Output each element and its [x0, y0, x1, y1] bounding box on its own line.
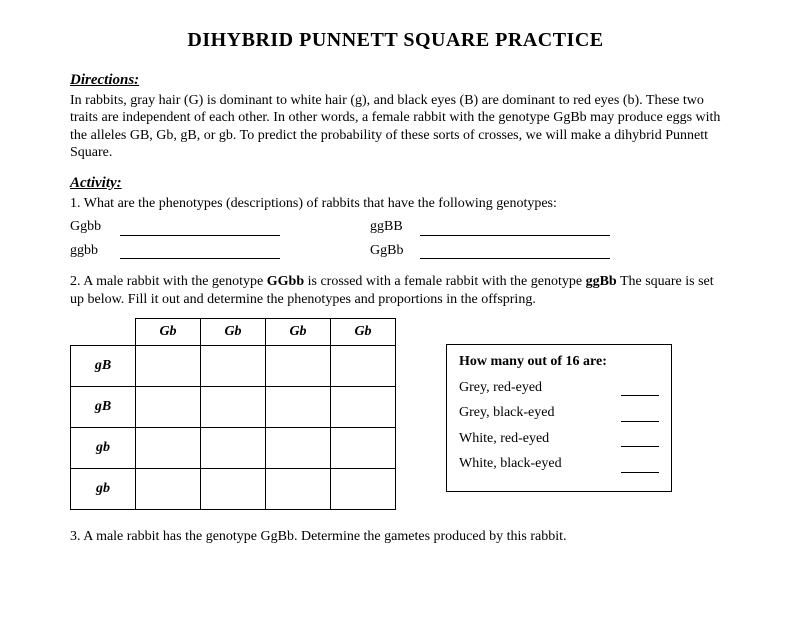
punnett-col-3: Gb	[266, 319, 331, 346]
result-blank[interactable]	[621, 409, 659, 422]
result-row: Grey, red-eyed	[459, 379, 659, 397]
punnett-row-4: gb	[71, 469, 136, 510]
punnett-cell[interactable]	[136, 346, 201, 387]
punnett-cell[interactable]	[266, 428, 331, 469]
q1-label-ggbb-4: GgBb	[370, 242, 410, 260]
punnett-cell[interactable]	[331, 346, 396, 387]
punnett-cell[interactable]	[331, 469, 396, 510]
punnett-col-1: Gb	[136, 319, 201, 346]
activity-heading: Activity:	[70, 174, 721, 193]
q1-prompt: 1. What are the phenotypes (descriptions…	[70, 195, 721, 213]
q1-label-ggbb-2: ggBB	[370, 218, 410, 236]
punnett-cell[interactable]	[266, 387, 331, 428]
punnett-cell[interactable]	[331, 387, 396, 428]
punnett-cell[interactable]	[201, 387, 266, 428]
q1-label-ggbb-3: ggbb	[70, 242, 110, 260]
punnett-cell[interactable]	[201, 346, 266, 387]
result-label: Grey, black-eyed	[459, 404, 554, 422]
result-row: White, red-eyed	[459, 430, 659, 448]
punnett-cell[interactable]	[331, 428, 396, 469]
punnett-row-2: gB	[71, 387, 136, 428]
punnett-corner	[71, 319, 136, 346]
q1-label-ggbb-1: Ggbb	[70, 218, 110, 236]
q2-geno1: GGbb	[267, 274, 304, 289]
directions-text: In rabbits, gray hair (G) is dominant to…	[70, 92, 721, 162]
punnett-cell[interactable]	[136, 428, 201, 469]
punnett-col-4: Gb	[331, 319, 396, 346]
q3-cutoff: 3. A male rabbit has the genotype GgBb. …	[70, 528, 721, 546]
punnett-cell[interactable]	[266, 346, 331, 387]
punnett-col-2: Gb	[201, 319, 266, 346]
result-blank[interactable]	[621, 460, 659, 473]
punnett-row-1: gB	[71, 346, 136, 387]
punnett-cell[interactable]	[266, 469, 331, 510]
punnett-cell[interactable]	[201, 428, 266, 469]
q1-blank-3[interactable]	[120, 246, 280, 259]
result-row: Grey, black-eyed	[459, 404, 659, 422]
q1-blank-1[interactable]	[120, 223, 280, 236]
result-blank[interactable]	[621, 434, 659, 447]
punnett-row-3: gb	[71, 428, 136, 469]
q1-row-1: Ggbb ggBB	[70, 218, 721, 236]
result-row: White, black-eyed	[459, 455, 659, 473]
q2-prompt: 2. A male rabbit with the genotype GGbb …	[70, 273, 721, 308]
result-label: Grey, red-eyed	[459, 379, 542, 397]
punnett-cell[interactable]	[136, 469, 201, 510]
punnett-cell[interactable]	[136, 387, 201, 428]
q1-blank-4[interactable]	[420, 246, 610, 259]
q1-blank-2[interactable]	[420, 223, 610, 236]
q1-row-2: ggbb GgBb	[70, 242, 721, 260]
result-label: White, red-eyed	[459, 430, 549, 448]
result-blank[interactable]	[621, 383, 659, 396]
directions-heading: Directions:	[70, 71, 721, 90]
q2-prompt-mid: is crossed with a female rabbit with the…	[304, 274, 585, 289]
result-label: White, black-eyed	[459, 455, 562, 473]
results-title: How many out of 16 are:	[459, 353, 659, 371]
punnett-square: Gb Gb Gb Gb gB gB gb gb	[70, 318, 396, 510]
q2-prompt-pre: 2. A male rabbit with the genotype	[70, 274, 267, 289]
punnett-cell[interactable]	[201, 469, 266, 510]
q2-geno2: ggBb	[586, 274, 617, 289]
results-box: How many out of 16 are: Grey, red-eyed G…	[446, 344, 672, 492]
page-title: DIHYBRID PUNNETT SQUARE PRACTICE	[70, 28, 721, 53]
